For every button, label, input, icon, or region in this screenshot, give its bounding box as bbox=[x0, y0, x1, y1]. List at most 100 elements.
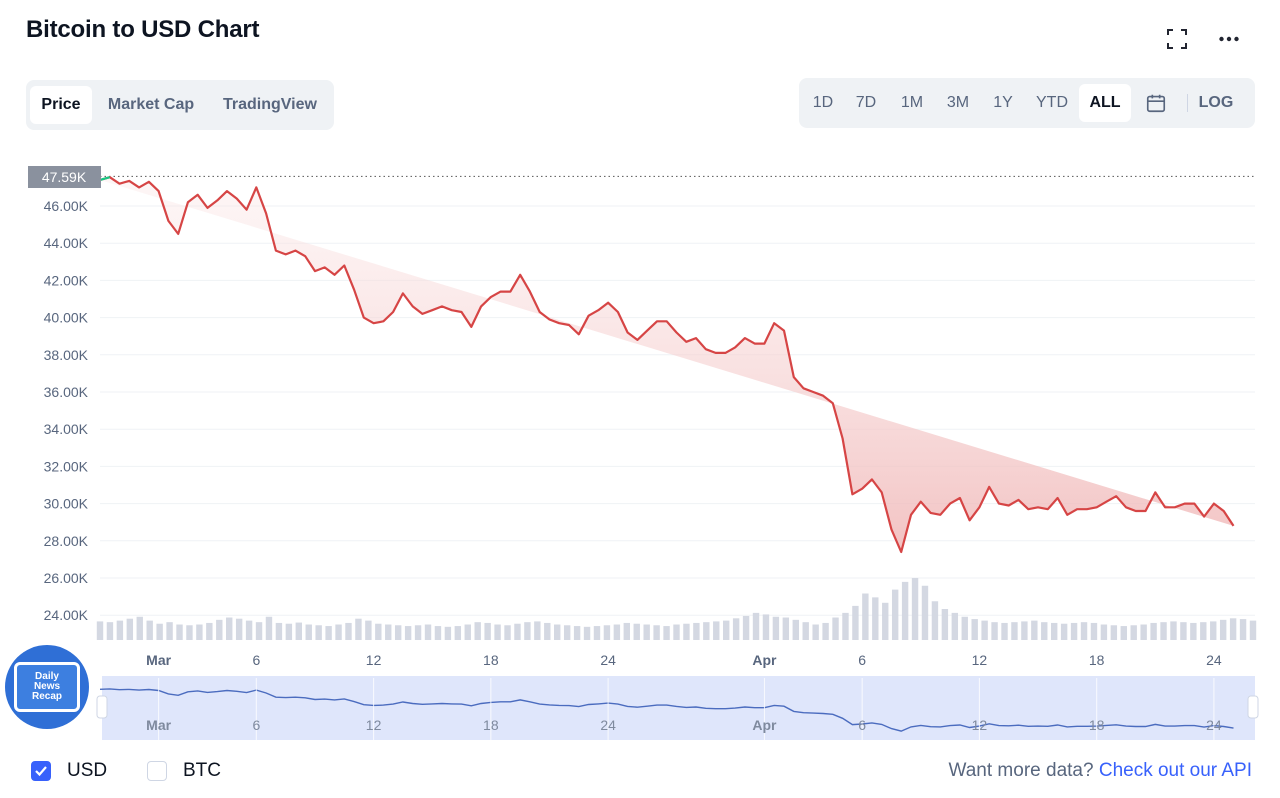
y-tick-label: 42.00K bbox=[44, 272, 89, 288]
range-navigator[interactable]: Mar 6 12 18 24 Apr 6 12 18 24 bbox=[96, 676, 1259, 740]
volume-bar bbox=[534, 621, 541, 640]
range-ytd[interactable]: YTD bbox=[1036, 94, 1068, 111]
volume-bar bbox=[911, 578, 919, 640]
svg-text:47.59K: 47.59K bbox=[42, 169, 87, 185]
volume-bar bbox=[1160, 622, 1167, 640]
volume-bar bbox=[235, 618, 243, 640]
range-7d[interactable]: 7D bbox=[855, 94, 877, 111]
usd-checkbox[interactable] bbox=[31, 761, 51, 781]
navigator-tick-label: 18 bbox=[1089, 717, 1105, 733]
volume-bar bbox=[1070, 622, 1078, 640]
volume-bar bbox=[275, 622, 283, 640]
navigator-right-handle[interactable] bbox=[1247, 695, 1259, 719]
range-3m[interactable]: 3M bbox=[946, 94, 970, 111]
volume-bar bbox=[941, 609, 949, 640]
volume-bar bbox=[822, 622, 829, 640]
volume-bar bbox=[385, 624, 392, 640]
price-up-segment bbox=[99, 176, 111, 182]
range-1m[interactable]: 1M bbox=[900, 94, 924, 111]
volume-bar bbox=[1110, 625, 1118, 640]
volume-bar bbox=[573, 626, 581, 640]
volume-bar bbox=[156, 623, 163, 640]
volume-bar bbox=[176, 624, 183, 640]
volume-bar bbox=[96, 621, 104, 640]
volume-bar bbox=[1080, 622, 1088, 640]
more-dots-icon[interactable] bbox=[1214, 24, 1244, 54]
volume-bar bbox=[514, 623, 521, 640]
volume-bar bbox=[394, 625, 402, 640]
volume-bar bbox=[1150, 622, 1157, 640]
time-range-tabs: 1D 7D 1M 3M 1Y YTD ALL LOG bbox=[799, 78, 1255, 128]
volume-bar bbox=[852, 605, 859, 640]
x-tick-label: 6 bbox=[252, 652, 260, 668]
volume-bar bbox=[891, 589, 899, 640]
navigator-tick-label: Mar bbox=[146, 717, 171, 733]
volume-bar bbox=[991, 622, 998, 640]
volume-bar bbox=[295, 622, 302, 640]
volume-bar bbox=[504, 625, 511, 640]
tab-market-cap[interactable]: Market Cap bbox=[107, 96, 195, 113]
volume-bar bbox=[524, 622, 531, 640]
volume-bar bbox=[971, 619, 978, 640]
volume-bar bbox=[583, 626, 591, 640]
volume-bar bbox=[136, 616, 143, 640]
volume-bar bbox=[732, 618, 740, 640]
volume-bar bbox=[335, 624, 342, 640]
volume-bar bbox=[554, 624, 561, 640]
tab-price[interactable]: Price bbox=[30, 86, 92, 124]
volume-bar bbox=[464, 624, 471, 640]
volume-bar bbox=[703, 622, 710, 640]
chart-type-tabs: Price Market Cap TradingView bbox=[26, 80, 334, 130]
volume-bar bbox=[305, 624, 312, 640]
expand-icon[interactable] bbox=[1162, 24, 1192, 54]
volume-bar bbox=[722, 620, 730, 640]
volume-bar bbox=[404, 626, 412, 640]
volume-bar bbox=[613, 624, 621, 640]
x-tick-label: 24 bbox=[600, 652, 616, 668]
navigator-tick-label: 6 bbox=[858, 717, 866, 733]
volume-bar bbox=[752, 612, 760, 640]
volume-bar bbox=[1031, 620, 1038, 640]
x-tick-label: 12 bbox=[366, 652, 382, 668]
usd-option[interactable]: USD bbox=[31, 760, 107, 782]
volume-bar bbox=[146, 620, 153, 640]
volume-bar bbox=[414, 625, 422, 640]
volume-bar bbox=[802, 622, 809, 640]
navigator-tick-label: Apr bbox=[752, 717, 777, 733]
tab-tradingview[interactable]: TradingView bbox=[223, 96, 317, 113]
calendar-icon[interactable] bbox=[1131, 84, 1181, 122]
volume-bar bbox=[1210, 621, 1217, 640]
btc-option[interactable]: BTC bbox=[147, 760, 221, 782]
volume-bar bbox=[1180, 622, 1187, 640]
log-scale-toggle[interactable]: LOG bbox=[1198, 94, 1234, 111]
volume-bar bbox=[126, 618, 134, 640]
daily-news-recap-logo: Daily News Recap bbox=[5, 645, 89, 729]
y-tick-label: 36.00K bbox=[44, 384, 89, 400]
volume-bar bbox=[673, 624, 680, 640]
volume-bar bbox=[375, 623, 382, 640]
volume-bar bbox=[355, 618, 362, 640]
volume-bar bbox=[653, 625, 660, 640]
range-1y[interactable]: 1Y bbox=[993, 94, 1013, 111]
volume-bars bbox=[96, 578, 1257, 640]
volume-bar bbox=[474, 622, 481, 640]
y-tick-label: 38.00K bbox=[44, 347, 89, 363]
x-tick-label: 6 bbox=[858, 652, 866, 668]
volume-bar bbox=[186, 625, 193, 640]
volume-bar bbox=[713, 621, 720, 640]
volume-bar bbox=[325, 626, 332, 640]
y-tick-label: 46.00K bbox=[44, 198, 89, 214]
navigator-axis: Mar 6 12 18 24 Apr 6 12 18 24 bbox=[146, 678, 1222, 740]
api-link[interactable]: Check out our API bbox=[1098, 760, 1252, 781]
btc-checkbox[interactable] bbox=[147, 761, 167, 781]
volume-bar bbox=[683, 623, 690, 640]
range-all[interactable]: ALL bbox=[1079, 84, 1131, 122]
price-chart[interactable]: 46.00K 44.00K 42.00K 40.00K 38.00K 36.00K 34.0… bbox=[0, 150, 1280, 750]
navigator-left-handle[interactable] bbox=[96, 695, 108, 719]
volume-bar bbox=[1060, 623, 1068, 640]
volume-bar bbox=[882, 602, 889, 640]
navigator-window[interactable] bbox=[102, 676, 1255, 740]
volume-bar bbox=[762, 614, 770, 640]
volume-bar bbox=[226, 617, 233, 640]
range-1d[interactable]: 1D bbox=[812, 94, 834, 111]
